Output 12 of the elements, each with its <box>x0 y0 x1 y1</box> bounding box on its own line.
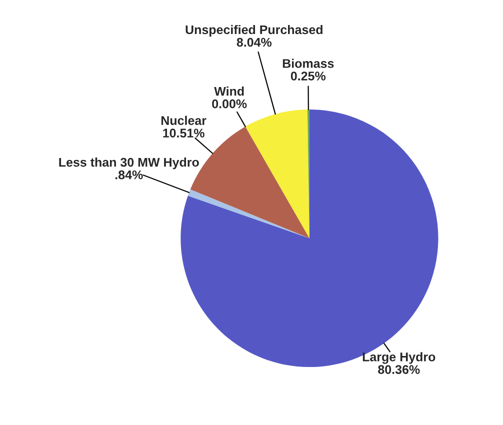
data-label: 10.51% <box>163 128 204 138</box>
data-label: 80.36% <box>378 365 420 374</box>
slice-label: Biomass <box>282 58 334 68</box>
slice-label: Unspecified Purchased <box>186 24 322 37</box>
data-label: .84% <box>115 170 143 180</box>
slice-label: Large Hydro <box>362 352 436 364</box>
category-label: Wind <box>214 86 244 96</box>
slice-label: Nuclear <box>161 116 206 125</box>
data-label: 0.25% <box>290 72 326 80</box>
slice-label: Less than 30 MW Hydro <box>59 158 199 170</box>
data-label: 8.04% <box>236 38 272 47</box>
text: 0.00% <box>212 99 247 108</box>
